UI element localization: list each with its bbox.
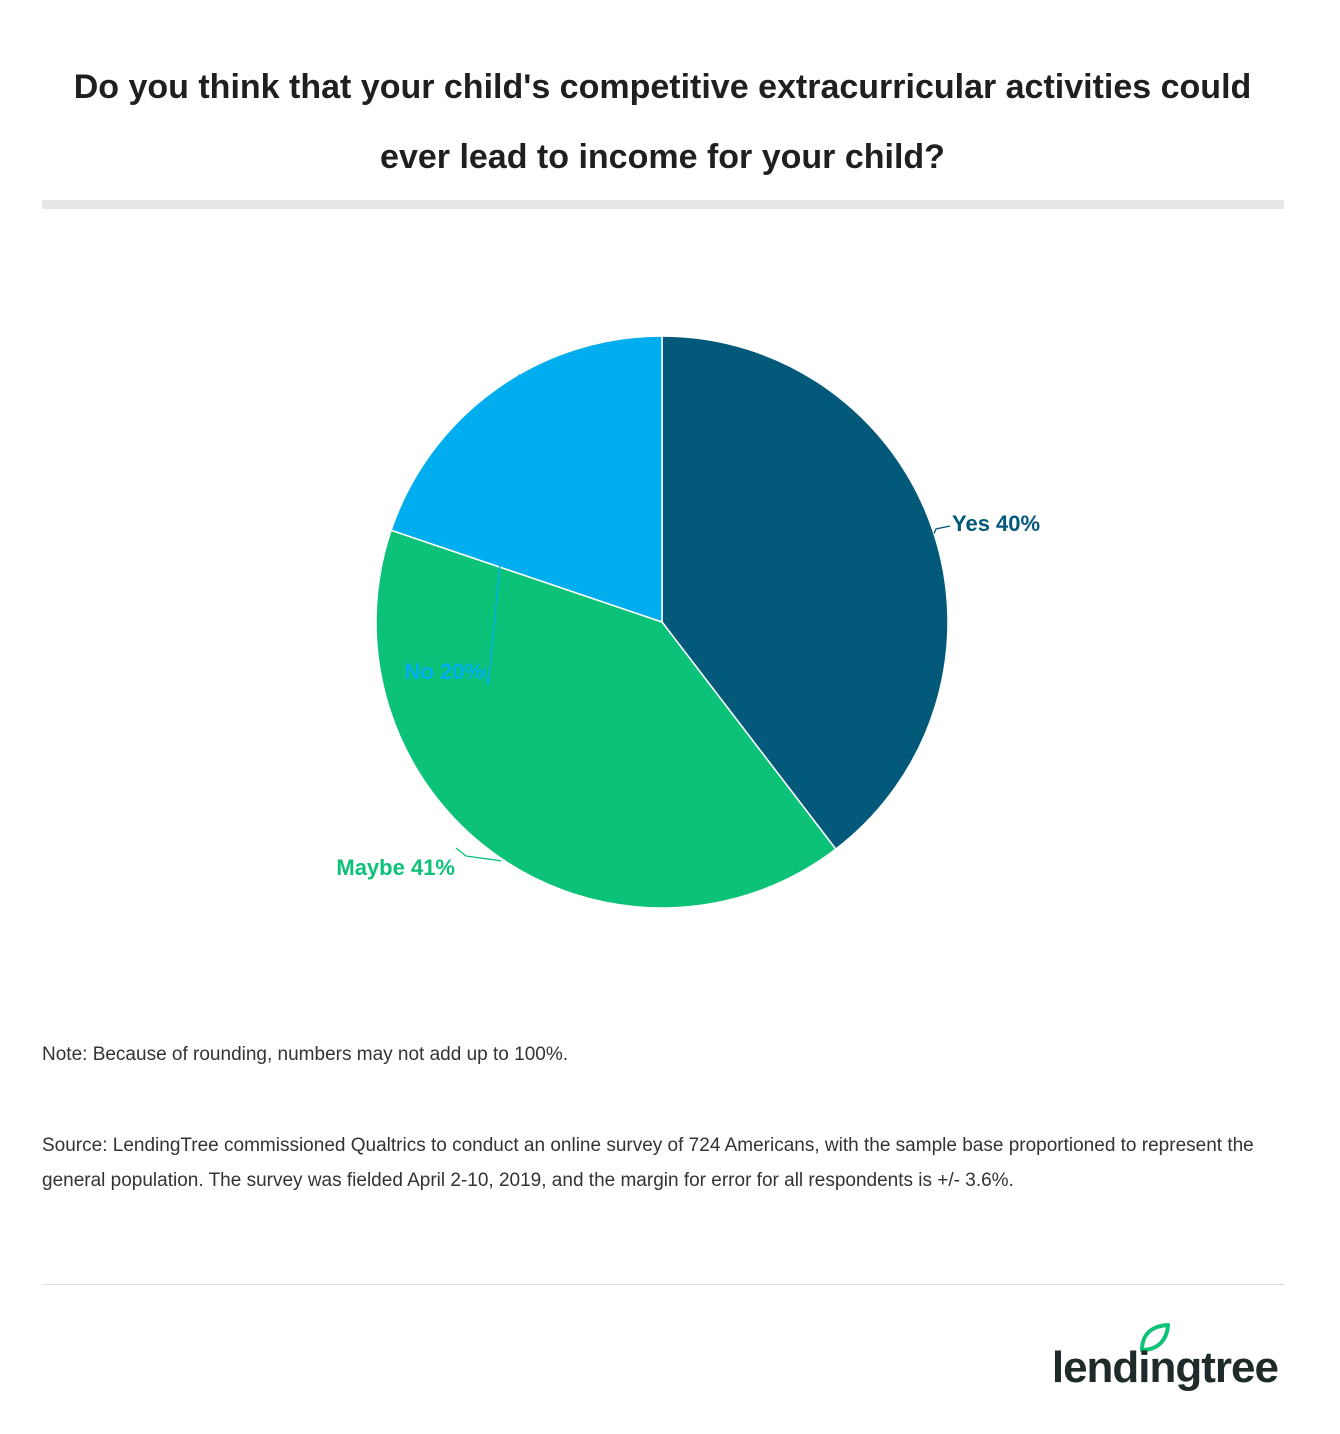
pie-slice-no	[390, 335, 663, 624]
pie-labels: Yes 40% Maybe 41% No 20%	[336, 511, 1040, 880]
leader-line-yes	[933, 525, 951, 534]
leader-line-no	[483, 374, 520, 686]
slice-label-yes: Yes 40%	[952, 511, 1040, 536]
pie-slice-maybe	[375, 529, 837, 909]
title-divider	[42, 200, 1284, 209]
slice-label-maybe: Maybe 41%	[336, 855, 455, 880]
pie-slice-yes	[661, 335, 949, 851]
chart-source: Source: LendingTree commissioned Qualtri…	[42, 1135, 1254, 1191]
chart-note: Note: Because of rounding, numbers may n…	[42, 1044, 568, 1065]
pie-slices	[375, 335, 949, 909]
footer-divider	[42, 1284, 1284, 1285]
slice-label-no: No 20%	[405, 659, 484, 684]
leader-line-maybe	[455, 847, 502, 862]
logo-wordmark: lendingtree	[1051, 1343, 1279, 1392]
lendingtree-logo: lendingtree	[1038, 1322, 1279, 1392]
leaf-icon	[1140, 1323, 1170, 1352]
pie-chart: Yes 40% Maybe 41% No 20%	[336, 335, 1040, 909]
chart-title: Do you think that your child's competiti…	[73, 68, 1252, 176]
pie-leader-lines	[455, 374, 951, 862]
